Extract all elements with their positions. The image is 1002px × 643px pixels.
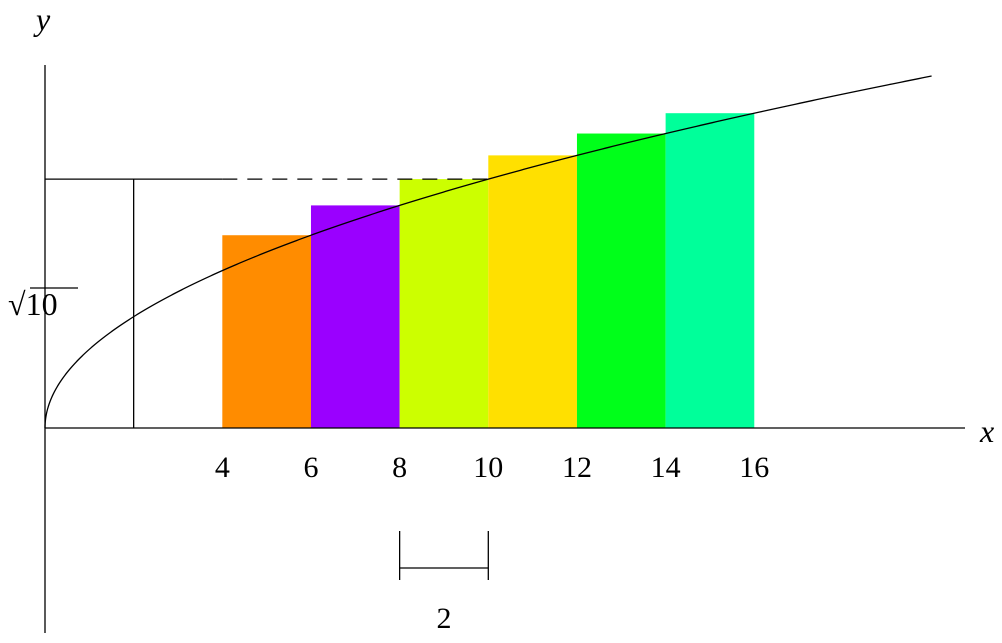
x-tick-4: 4 bbox=[215, 451, 230, 484]
x-tick-16: 16 bbox=[739, 451, 769, 484]
x-tick-6: 6 bbox=[303, 451, 318, 484]
x-tick-8: 8 bbox=[392, 451, 407, 484]
rectangle-5 bbox=[576, 133, 666, 429]
rectangle-1 bbox=[222, 235, 311, 428]
y-axis-label: y bbox=[33, 1, 51, 37]
x-tick-12: 12 bbox=[562, 451, 592, 484]
rectangle-4 bbox=[488, 155, 577, 429]
bracket-label: 2 bbox=[436, 602, 451, 635]
x-axis-label: x bbox=[979, 413, 994, 449]
sqrt10-label: √10 bbox=[8, 286, 58, 322]
x-tick-10: 10 bbox=[473, 451, 503, 484]
x-tick-14: 14 bbox=[651, 451, 681, 484]
rectangles-group bbox=[222, 113, 755, 429]
rectangle-3 bbox=[399, 179, 489, 428]
rectangle-2 bbox=[310, 205, 400, 428]
x-tick-labels: 4 6 8 10 12 14 16 bbox=[215, 451, 769, 484]
rectangle-6 bbox=[665, 113, 755, 428]
sqrt-curve bbox=[44, 75, 932, 429]
